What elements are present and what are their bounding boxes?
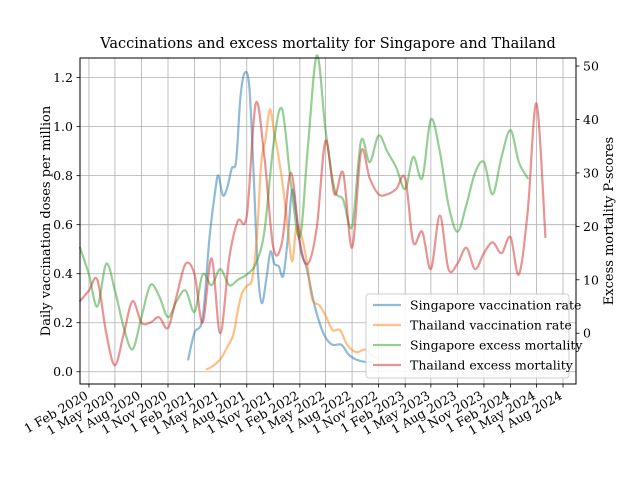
- legend: Singapore vaccination rate Thailand vacci…: [365, 293, 583, 379]
- series-line-singapore-vaccination-rate: [187, 70, 375, 364]
- left-y-tick-label: 0.0: [53, 364, 73, 379]
- left-y-tick-label: 0.2: [53, 315, 73, 330]
- left-y-axis: 0.0 0.2 0.4 0.6 0.8 1.0 1.2: [53, 70, 80, 379]
- series-line-singapore-excess-mortality: [78, 54, 529, 351]
- series-line-thailand-excess-mortality: [78, 100, 547, 367]
- right-y-tick-label: 0: [583, 326, 591, 341]
- left-y-tick-label: 0.6: [53, 217, 73, 232]
- left-y-tick-label: 1.2: [53, 70, 73, 85]
- right-y-axis-title: Excess mortality P-scores: [602, 137, 617, 305]
- right-y-tick-label: 10: [583, 272, 599, 287]
- left-y-axis-title: Daily vaccination doses per million: [39, 105, 54, 336]
- right-y-axis: 0 10 20 30 40 50: [576, 59, 599, 341]
- left-y-tick-label: 1.0: [53, 119, 73, 134]
- left-y-tick-label: 0.4: [53, 266, 73, 281]
- legend-label: Singapore vaccination rate: [410, 298, 581, 313]
- legend-label: Singapore excess mortality: [410, 338, 583, 353]
- plot-frame: [79, 57, 577, 385]
- legend-label: Thailand vaccination rate: [410, 318, 572, 333]
- right-y-tick-label: 50: [583, 59, 599, 74]
- right-y-tick-label: 20: [583, 219, 599, 234]
- series-line-thailand-vaccination-rate: [205, 108, 383, 371]
- legend-label: Thailand excess mortality: [410, 358, 574, 373]
- left-y-tick-label: 0.8: [53, 168, 73, 183]
- series-lines: [78, 54, 547, 371]
- right-y-tick-label: 40: [583, 112, 599, 127]
- chart-title: Vaccinations and excess mortality for Si…: [99, 36, 556, 52]
- right-y-tick-label: 30: [583, 165, 599, 180]
- legend-box: [365, 293, 570, 379]
